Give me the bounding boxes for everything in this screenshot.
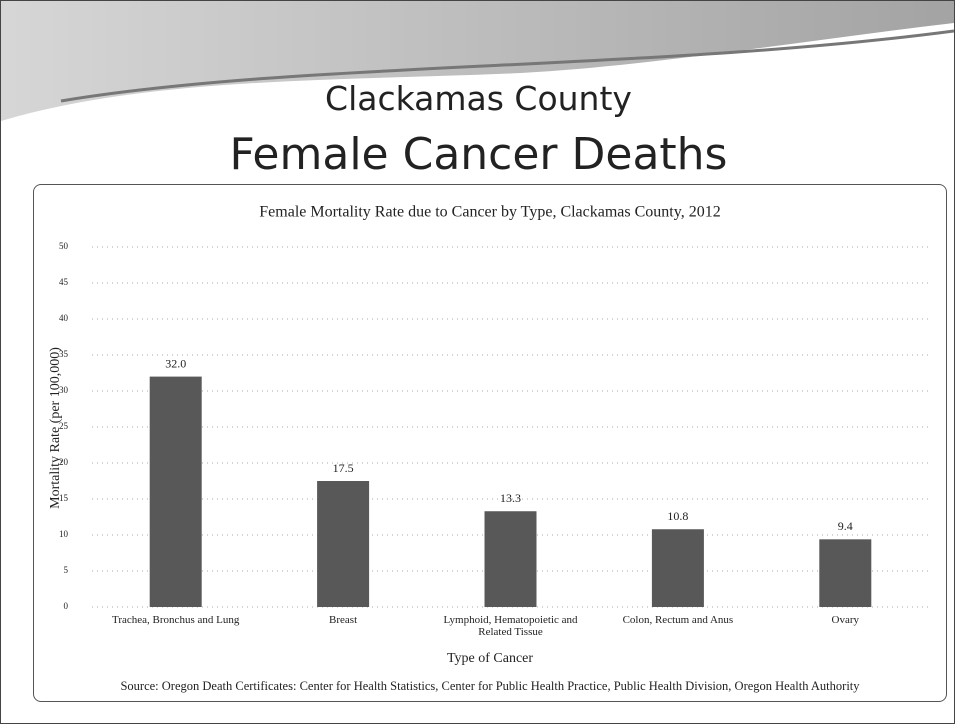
bar bbox=[149, 376, 202, 607]
data-label: 32.0 bbox=[165, 356, 186, 370]
y-tick-label: 25 bbox=[59, 421, 69, 431]
bar bbox=[317, 481, 370, 607]
y-tick-label: 15 bbox=[59, 493, 69, 503]
y-tick-label: 20 bbox=[59, 457, 69, 467]
bar bbox=[819, 539, 872, 607]
chart-box: Female Mortality Rate due to Cancer by T… bbox=[33, 184, 947, 702]
y-tick-label: 45 bbox=[59, 277, 69, 287]
chart: Female Mortality Rate due to Cancer by T… bbox=[48, 204, 929, 693]
data-label: 10.8 bbox=[667, 509, 688, 523]
x-tick-label: Lymphoid, Hematopoietic and Related Tiss… bbox=[443, 614, 578, 638]
x-tick-label: Ovary bbox=[831, 614, 860, 626]
x-axis-label: Type of Cancer bbox=[447, 651, 533, 666]
slide-title: Clackamas County bbox=[325, 79, 632, 118]
y-tick-label: 30 bbox=[59, 385, 69, 395]
y-tick-label: 5 bbox=[64, 565, 69, 575]
bar bbox=[651, 529, 704, 607]
source-note: Source: Oregon Death Certificates: Cente… bbox=[120, 679, 860, 693]
x-tick-label: Breast bbox=[329, 614, 358, 626]
data-label: 13.3 bbox=[500, 491, 521, 505]
data-label: 17.5 bbox=[333, 461, 354, 475]
y-tick-label: 10 bbox=[59, 529, 69, 539]
y-tick-label: 35 bbox=[59, 349, 69, 359]
x-tick-label: Colon, Rectum and Anus bbox=[622, 614, 734, 626]
x-tick-label: Trachea, Bronchus and Lung bbox=[112, 614, 240, 626]
data-label: 9.4 bbox=[838, 519, 853, 533]
chart-title: Female Mortality Rate due to Cancer by T… bbox=[259, 204, 720, 221]
y-tick-label: 50 bbox=[59, 241, 69, 251]
y-tick-label: 40 bbox=[59, 313, 69, 323]
bar bbox=[484, 511, 537, 607]
header-decoration bbox=[1, 1, 954, 121]
y-axis-label: Mortality Rate (per 100,000) bbox=[48, 347, 63, 509]
y-tick-label: 0 bbox=[64, 601, 69, 611]
slide-title: Female Cancer Deaths bbox=[229, 129, 728, 180]
